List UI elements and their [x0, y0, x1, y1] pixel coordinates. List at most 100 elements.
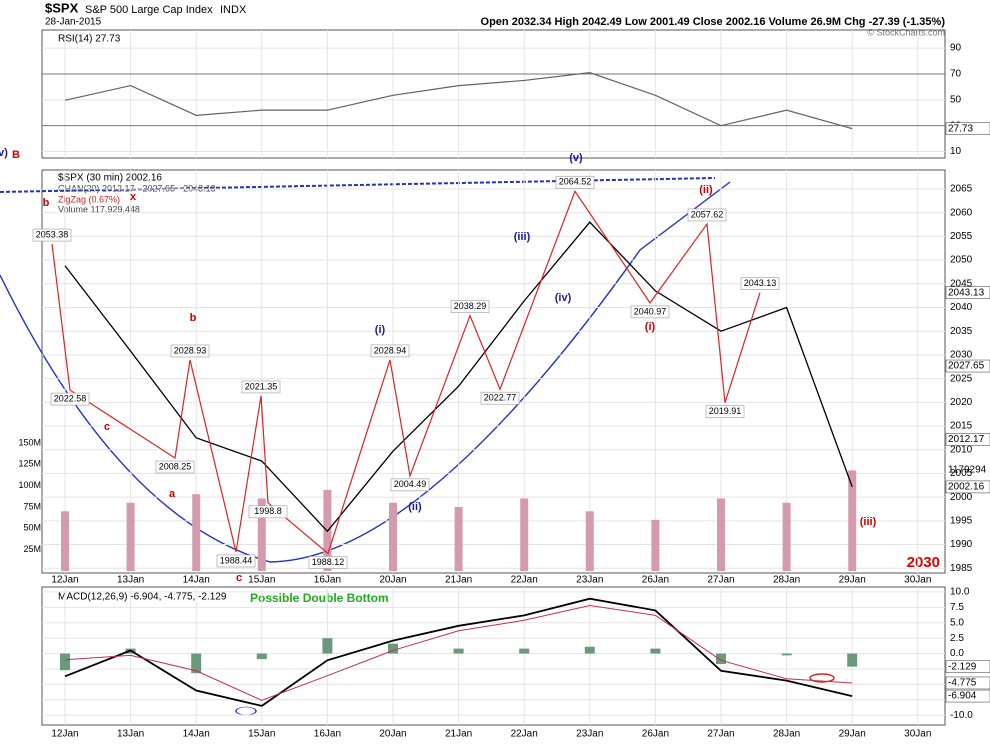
histogram-bar — [322, 638, 333, 654]
value-marker-box — [945, 689, 990, 703]
zigzag-line — [51, 189, 761, 555]
swing-label-box — [155, 460, 195, 474]
y-tick-label: 2060 — [950, 207, 973, 218]
y-tick-label: 2020 — [950, 397, 973, 408]
histogram-bar — [388, 643, 398, 654]
wave-label: (iv) — [555, 292, 572, 304]
histogram-bar — [191, 653, 202, 674]
data-line — [64, 604, 853, 701]
target: 2030 — [907, 554, 940, 571]
volume-tick-label: 150M — [18, 437, 41, 447]
value-marker: 27.73 — [948, 123, 973, 134]
x-tick-label: 26Jan — [642, 729, 669, 740]
value-marker-box — [945, 122, 990, 135]
histogram-bar — [256, 653, 267, 660]
x-tick-label: 13Jan — [117, 575, 144, 586]
histogram-bar — [519, 648, 530, 654]
x-tick-label: 21Jan — [445, 575, 472, 586]
swing-label-box — [241, 380, 281, 394]
data-line — [64, 597, 853, 707]
volume-tick-label: 125M — [18, 459, 41, 469]
swing-label-box — [687, 208, 727, 222]
wave-label: (iii) — [514, 231, 531, 243]
value-marker-box — [945, 660, 990, 673]
y-tick-label: 2010 — [950, 444, 973, 455]
swing-label-box — [450, 300, 490, 313]
volume-bar — [520, 498, 529, 571]
wave-label: a — [169, 488, 176, 500]
x-tick-label: 22Jan — [511, 729, 538, 740]
x-tick-label: 16Jan — [314, 729, 341, 740]
credit: © StockCharts.com — [867, 27, 945, 37]
y-tick-label: 2035 — [950, 326, 973, 337]
volume-bar — [389, 502, 397, 571]
y-tick-label: 2045 — [950, 278, 973, 289]
swing-label: 2053.38 — [36, 229, 69, 239]
x-tick-label: 23Jan — [576, 729, 603, 740]
swing-label: 2021.35 — [245, 381, 278, 391]
price-title: $SPX (30 min) 2002.16 — [58, 173, 162, 184]
x-tick-label: 28Jan — [773, 729, 800, 740]
y-tick-label: 2005 — [950, 468, 973, 479]
value-marker-box — [945, 359, 990, 373]
quote: Open 2032.34 High 2042.49 Low 2001.49 Cl… — [481, 16, 946, 28]
legend-entry: Volume 117,929,448 — [58, 204, 140, 214]
annotation: Possible Double Bottom — [250, 591, 389, 605]
trendline — [0, 177, 716, 193]
histogram-bar — [716, 653, 726, 665]
index-name: S&P 500 Large Cap Index — [85, 4, 213, 16]
x-tick-label: 20Jan — [379, 575, 406, 586]
swing-label-box — [216, 554, 256, 568]
swing-label-box — [248, 505, 288, 519]
value-marker: -6.904 — [948, 691, 977, 702]
y-tick-label: 2065 — [950, 184, 973, 195]
value-marker-box — [945, 286, 990, 299]
x-tick-label: 30Jan — [904, 729, 931, 740]
volume-bar — [651, 519, 660, 571]
volume-tick-label: 50M — [23, 523, 41, 533]
legend-entry: CHAN(20) 2012.17 - 2027.65 - 2043.13 — [58, 183, 216, 193]
y-tick-label: 2050 — [950, 255, 973, 266]
histogram-bar — [781, 653, 792, 656]
symbol: $SPX — [45, 0, 79, 15]
value-marker: -4.775 — [948, 678, 977, 689]
volume-tick-label: 25M — [23, 544, 41, 554]
x-tick-label: 14Jan — [183, 729, 210, 740]
volume-bar — [257, 498, 266, 571]
price-panel — [41, 169, 946, 574]
wave-label: b — [190, 312, 197, 324]
x-tick-label: 12Jan — [51, 575, 78, 586]
wave-label: c — [104, 421, 110, 433]
wave-label: (i) — [645, 321, 656, 333]
swing-label: 1988.44 — [220, 555, 253, 565]
y-tick-label: 50 — [950, 94, 962, 105]
histogram-bar — [60, 653, 70, 671]
swing-label: 2038.29 — [454, 301, 487, 311]
swing-label: 2022.58 — [54, 393, 87, 403]
y-tick-label: 1990 — [950, 539, 973, 550]
data-line — [64, 72, 853, 130]
highlight-circle — [809, 673, 835, 683]
histogram-bar — [847, 653, 858, 667]
swing-label-box — [32, 228, 72, 242]
volume-bar — [454, 507, 463, 571]
swing-label: 2004.49 — [394, 479, 427, 489]
histogram-bar — [584, 646, 595, 654]
x-tick-label: 30Jan — [904, 575, 931, 586]
x-tick-label: 29Jan — [839, 729, 866, 740]
x-tick-label: 23Jan — [576, 575, 603, 586]
volume-bar — [61, 511, 69, 571]
swing-label-box — [555, 175, 595, 189]
wave-label: v) — [0, 147, 8, 159]
y-tick-label: 2.5 — [950, 633, 964, 644]
swing-label: 2008.25 — [159, 461, 192, 471]
swing-label: 2022.77 — [484, 393, 517, 403]
volume-bar — [717, 498, 725, 571]
value-marker: 2027.65 — [948, 361, 985, 372]
y-tick-label: 2030 — [950, 350, 973, 361]
wave-label: (ii) — [699, 184, 713, 196]
x-tick-label: 16Jan — [314, 575, 341, 586]
macd-title: MACD(12,26,9) -6.904, -4.775, -2.129 — [58, 592, 227, 603]
